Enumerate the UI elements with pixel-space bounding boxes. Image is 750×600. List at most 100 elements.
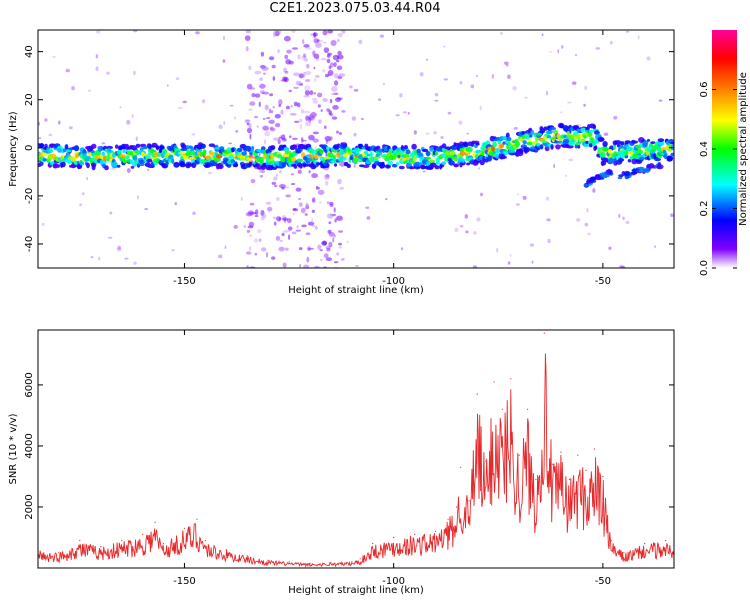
spectrogram-cell [454,163,458,168]
spectrogram-cell [328,221,332,224]
spectrogram-cell [275,197,280,201]
spectrogram-cell [670,141,674,145]
spectrogram-cell [311,217,314,223]
spectrogram-cell [318,119,322,124]
spectrogram-cell [298,202,303,207]
spectrogram-cell [262,117,266,121]
spectrogram-cell [290,104,293,108]
spectrogram-cell [336,130,339,134]
spectrogram-cell [325,180,329,186]
spectrogram-cell [391,163,398,168]
spectrogram-cell [327,30,333,34]
spectrogram-cell [143,145,148,150]
snr-y-label: SNR (10 * v/v) [8,413,19,484]
spectrogram-cell [458,120,463,125]
spectrogram-cell [441,161,447,166]
spectrogram-cell [96,30,101,34]
spectrogram-cell [547,238,551,244]
snr-axes: -150 -100 -50 2000 4000 6000 [24,330,674,587]
spectrogram-cell [576,218,581,222]
spectrogram-cell [115,144,119,149]
spectrogram-cell [557,49,560,54]
spectrogram-cell [73,145,80,152]
spectrogram-cell [261,247,267,252]
spectrogram-cell [322,41,327,44]
spectrogram-cell [341,30,346,34]
spectrogram-cell [186,145,190,149]
spectrogram-cell [190,146,195,152]
spectrogram-cell [387,160,393,166]
spectrogram-cell [291,173,294,176]
spectrogram-cell [265,252,269,258]
spectrogram-cell [308,116,312,123]
spectrogram-cell [324,73,329,78]
spectrogram-cell [656,164,664,170]
spectrogram-cell [257,229,262,233]
spectrogram-cell [597,136,605,142]
spectrogram-cell [312,138,319,143]
spectrogram-cell [313,92,317,95]
spectrogram-cell [50,153,57,159]
spectrogram-cell [466,132,470,135]
spectrogram-cell [297,169,302,174]
spectrogram-cell [297,158,303,162]
spectrogram-cell [293,163,298,169]
spectrogram-cell [82,150,86,154]
spectrogram-cell [459,81,463,85]
spectrogram-cell [450,151,456,156]
spectrogram-cell [646,164,653,168]
spectrogram-cell [305,47,312,50]
spectrogram-cell [338,160,346,167]
spectrogram-cell [308,170,311,174]
spectrogram-cell [248,108,253,112]
spectrogram-cell [253,238,259,243]
spectrogram-cell [560,111,563,114]
spectrogram-cell [144,208,149,210]
spectrogram-cell [291,30,296,34]
spectrogram-cell [135,143,141,148]
spectrogram-cell [272,76,276,81]
spectrogram-cell [301,55,307,60]
spectrogram-cell [259,174,264,178]
spectrogram-cell [249,246,252,251]
snr-data-point [455,506,457,508]
spectrogram-cell [312,225,318,228]
spectrogram-cell [295,187,302,192]
spectrogram-cell [313,32,317,39]
spectrogram-cell [408,166,416,170]
spectrogram-cell [539,144,544,150]
spectrogram-cell [475,74,479,78]
spectrogram-cell [411,143,417,150]
spectrogram-cell [312,100,318,104]
snr-data-point [493,381,495,383]
snr-data-point [527,408,529,410]
spectrogram-cell [425,150,431,157]
spectrogram-cell [298,197,301,200]
spectrogram-cell [322,98,328,102]
spectrogram-cell [601,174,608,178]
spectrogram-cell [126,168,131,173]
spectrogram-cell [414,161,421,167]
spectrogram-cell [87,152,92,157]
spectrogram-cell [405,149,411,155]
snr-data-point [460,466,462,468]
spectrogram-cell [306,256,310,263]
spectrogram-cell [281,232,285,237]
spectrogram-cell [341,110,346,113]
spectrogram-cell [480,192,483,197]
spectrogram-cell [594,145,598,150]
spectrogram-cell [425,58,428,61]
chart-title: C2E1.2023.075.03.44.R04 [269,1,441,16]
spectrogram-cell [657,138,665,143]
snr-series-line [38,353,674,568]
spectrogram-cell [602,141,608,147]
spectrogram-cell [253,115,259,119]
spectrogram-cell [331,116,338,120]
spectrogram-cell [562,138,570,144]
spectrogram-cell [333,207,336,213]
spectrogram-cell [400,247,404,251]
spectrogram-cell [536,132,543,136]
spectrogram-cell [106,145,113,150]
spectrogram-cell [301,109,305,114]
